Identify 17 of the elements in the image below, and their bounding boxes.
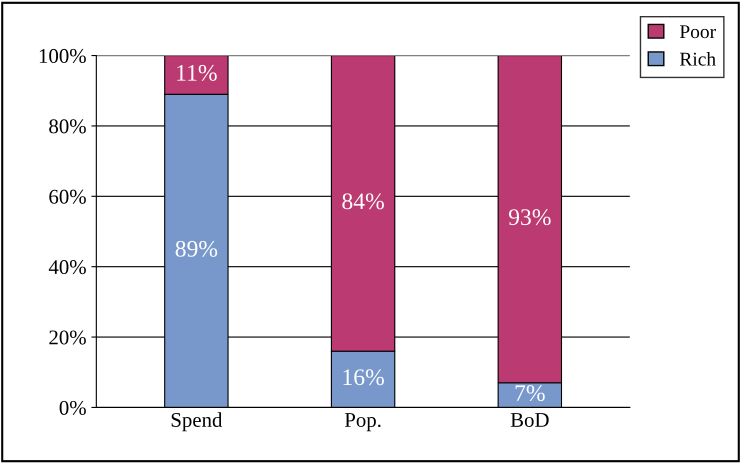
data-label: 11% [177,64,217,81]
y-tick-label: 0% [60,400,86,415]
data-label: 16% [344,369,384,386]
legend-label: Rich [680,52,716,66]
y-tick-label: 100% [40,48,86,64]
data-label: 7% [516,385,545,402]
y-tick-label: 20% [49,330,86,345]
data-label: 84% [342,193,384,210]
y-tick-label: 40% [48,260,86,274]
data-label: 89% [176,240,218,257]
x-tick-label: Spend [172,412,222,432]
y-tick-label: 60% [49,190,86,204]
y-tick-label: 80% [49,119,86,134]
legend-label: Poor [680,25,716,38]
data-label: 93% [508,209,551,226]
x-tick-label: BoD [510,413,549,427]
x-tick-label: Pop. [344,413,381,432]
